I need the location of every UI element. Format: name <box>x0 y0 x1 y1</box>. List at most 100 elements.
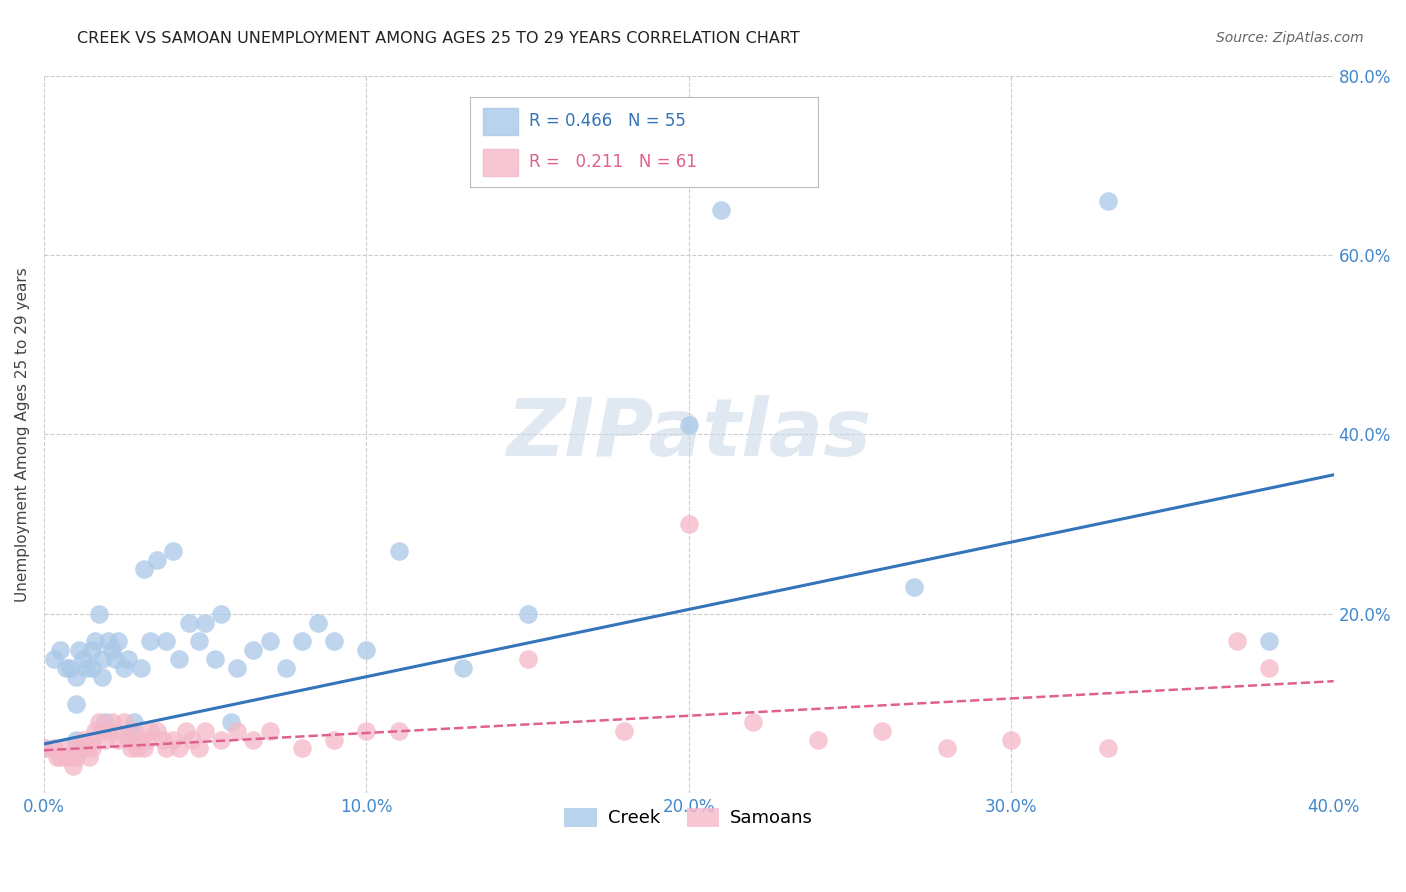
Text: Source: ZipAtlas.com: Source: ZipAtlas.com <box>1216 31 1364 45</box>
Point <box>65 750 87 764</box>
Point <box>32 741 55 756</box>
Point <box>145 553 167 567</box>
Point <box>65 697 87 711</box>
Point <box>152 732 174 747</box>
Point <box>55 750 77 764</box>
Point <box>291 741 314 756</box>
Point <box>90 670 112 684</box>
Point <box>72 652 94 666</box>
Point <box>678 517 700 532</box>
Point <box>742 714 765 729</box>
Point <box>162 732 184 747</box>
Point <box>127 741 149 756</box>
Point <box>82 732 104 747</box>
Point <box>77 750 100 764</box>
Point <box>42 741 65 756</box>
Point <box>67 642 90 657</box>
Point <box>90 723 112 738</box>
Point <box>59 661 82 675</box>
Point <box>226 723 249 738</box>
Point <box>209 732 232 747</box>
Point <box>62 759 84 773</box>
Point <box>82 741 104 756</box>
Point <box>117 652 139 666</box>
Point <box>903 580 925 594</box>
Point <box>323 732 346 747</box>
Point <box>75 661 97 675</box>
Point <box>107 732 129 747</box>
Point <box>291 633 314 648</box>
Point <box>114 661 136 675</box>
Point <box>613 723 636 738</box>
Point <box>1226 633 1249 648</box>
Point <box>100 714 122 729</box>
Point <box>100 642 122 657</box>
Point <box>226 661 249 675</box>
Point <box>209 607 232 621</box>
Point <box>155 633 177 648</box>
Point <box>387 544 409 558</box>
Point <box>114 714 136 729</box>
Point <box>55 661 77 675</box>
Point <box>97 723 120 738</box>
Point <box>67 741 90 756</box>
Point <box>84 723 107 738</box>
Point <box>72 732 94 747</box>
Point <box>94 732 117 747</box>
Text: ZIPatlas: ZIPatlas <box>506 395 872 474</box>
Point <box>162 544 184 558</box>
Point <box>49 642 72 657</box>
Point <box>710 203 733 218</box>
Point <box>87 714 110 729</box>
Point <box>90 652 112 666</box>
Point <box>120 741 142 756</box>
Point <box>1097 194 1119 208</box>
Point <box>52 741 75 756</box>
Point <box>45 750 67 764</box>
Point <box>155 741 177 756</box>
Point <box>122 723 145 738</box>
Point <box>1097 741 1119 756</box>
Point <box>387 723 409 738</box>
Point <box>120 723 142 738</box>
Point <box>356 642 378 657</box>
Point <box>107 633 129 648</box>
Point <box>82 661 104 675</box>
Point <box>259 633 281 648</box>
Point <box>129 732 152 747</box>
Point <box>323 633 346 648</box>
Point <box>104 723 127 738</box>
Point <box>122 714 145 729</box>
Point <box>187 741 209 756</box>
Point <box>49 750 72 764</box>
Point <box>274 661 297 675</box>
Point <box>104 652 127 666</box>
Point <box>65 732 87 747</box>
Point <box>97 633 120 648</box>
Point <box>870 723 893 738</box>
Point <box>84 633 107 648</box>
Point <box>219 714 242 729</box>
Point <box>678 418 700 433</box>
Point <box>94 714 117 729</box>
Point <box>356 723 378 738</box>
Point <box>194 723 217 738</box>
Point <box>117 732 139 747</box>
Point <box>169 741 191 756</box>
Y-axis label: Unemployment Among Ages 25 to 29 years: Unemployment Among Ages 25 to 29 years <box>15 267 30 602</box>
Point <box>187 633 209 648</box>
Point <box>169 652 191 666</box>
Point <box>204 652 226 666</box>
Point <box>174 723 197 738</box>
Point <box>307 615 329 630</box>
Point <box>87 607 110 621</box>
Point <box>129 661 152 675</box>
Point <box>42 652 65 666</box>
Point <box>181 732 204 747</box>
Point <box>132 562 155 576</box>
Point <box>194 615 217 630</box>
Point <box>242 732 264 747</box>
Point <box>807 732 830 747</box>
Point <box>136 732 159 747</box>
Point <box>139 723 162 738</box>
